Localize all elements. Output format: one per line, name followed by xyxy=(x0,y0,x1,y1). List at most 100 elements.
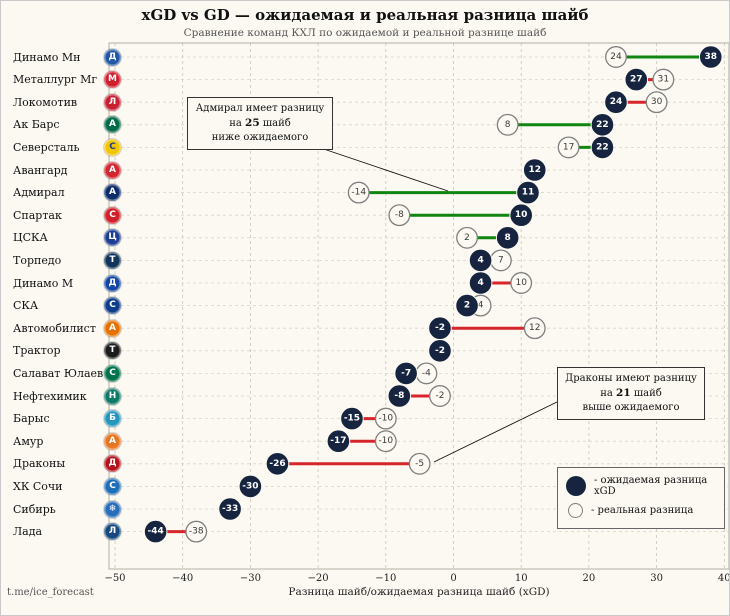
real-gd-value: -4 xyxy=(422,368,431,378)
x-axis-ticks: −50 −40 −30 −20 −10 0 10 20 30 40 xyxy=(104,573,730,584)
expected-xgd-marker xyxy=(143,519,168,544)
chart-subtitle: Сравнение команд КХЛ по ожидаемой и реал… xyxy=(183,27,547,39)
team-series-17: -10 -17 xyxy=(326,429,397,454)
svg-text:0: 0 xyxy=(450,573,456,584)
annotation-admiral-line2-prefix: на xyxy=(229,118,246,129)
team-series-18: -5 -26 xyxy=(265,452,431,476)
expected-xgd-value: 2 xyxy=(464,301,470,311)
expected-xgd-marker xyxy=(265,452,290,476)
expected-xgd-marker xyxy=(698,45,723,69)
expected-xgd-value: 24 xyxy=(610,97,623,107)
legend-expected-label: - ожидаемая разница xGD xyxy=(594,475,708,497)
expected-xgd-value: -26 xyxy=(269,459,285,469)
annotation-admiral-line1: Адмирал имеет разницу xyxy=(195,103,325,114)
expected-xgd-value: -33 xyxy=(222,504,238,514)
real-gd-value: 24 xyxy=(610,52,622,62)
team-series-12: 12 -2 xyxy=(428,316,546,341)
svg-text:40: 40 xyxy=(718,573,730,584)
team-series-1: 31 27 xyxy=(624,67,675,92)
team-series-9: 74 xyxy=(468,248,512,273)
svg-text:−10: −10 xyxy=(375,573,396,584)
annotation-admiral: Адмирал имеет разницу на 25 шайб ниже ож… xyxy=(187,97,333,150)
dumbbells: 24383127302482217221212-1411-81028741044… xyxy=(143,45,723,544)
team-series-14: -4 -7 xyxy=(394,361,438,386)
annotation-dragons: Драконы имеют разницу на 21 шайб выше ож… xyxy=(557,367,705,420)
team-series-3: 8 22 xyxy=(496,113,615,137)
svg-text:10: 10 xyxy=(515,573,528,584)
team-series-0: 24 38 xyxy=(605,45,723,69)
expected-xgd-value: 38 xyxy=(704,52,717,62)
real-gd-value: -8 xyxy=(395,210,404,220)
expected-xgd-marker xyxy=(509,203,534,227)
legend: - ожидаемая разница xGD - реальная разни… xyxy=(557,467,725,529)
real-gd-value: 2 xyxy=(464,233,470,243)
real-marker-icon xyxy=(568,502,583,518)
expected-xgd-value: -2 xyxy=(435,346,445,356)
expected-xgd-value: -30 xyxy=(242,481,258,491)
expected-xgd-marker xyxy=(468,271,493,295)
annotation-admiral-line3: ниже ожидаемого xyxy=(211,132,309,143)
expected-xgd-value: 27 xyxy=(630,75,643,85)
expected-xgd-marker xyxy=(455,293,479,318)
annotation-dragons-line2-prefix: на xyxy=(600,388,617,399)
team-series-6: -14 11 xyxy=(347,180,540,205)
admiral-leader-line xyxy=(302,141,449,192)
real-gd-marker xyxy=(510,272,533,294)
expected-xgd-value: -2 xyxy=(435,323,445,333)
x-axis-label: Разница шайб/ожидаемая разница шайб (xGD… xyxy=(288,586,550,598)
team-series-21: -38 -44 xyxy=(143,519,208,544)
svg-text:20: 20 xyxy=(583,573,596,584)
real-gd-value: 4 xyxy=(478,301,484,311)
real-gd-marker xyxy=(388,204,411,227)
real-gd-value: 31 xyxy=(658,75,669,85)
expected-xgd-value: 12 xyxy=(528,165,541,175)
expected-xgd-value: 10 xyxy=(515,210,528,220)
real-gd-value: 7 xyxy=(498,255,504,265)
expected-xgd-value: -7 xyxy=(401,368,411,378)
team-series-13: -2-2 xyxy=(428,339,452,363)
expected-xgd-marker xyxy=(516,180,540,205)
real-gd-marker xyxy=(645,91,668,114)
expected-xgd-value: 22 xyxy=(596,120,609,130)
real-gd-value: 12 xyxy=(529,323,540,333)
real-gd-marker xyxy=(408,452,431,475)
team-series-10: 10 4 xyxy=(468,271,533,295)
annotation-leader-lines xyxy=(302,141,558,463)
expected-xgd-value: -17 xyxy=(330,436,346,446)
team-series-2: 30 24 xyxy=(604,90,668,114)
team-series-19: -30-30 xyxy=(238,474,263,499)
real-gd-value: -10 xyxy=(378,436,393,446)
svg-text:−40: −40 xyxy=(172,573,193,584)
real-gd-value: -10 xyxy=(378,414,393,424)
expected-xgd-marker xyxy=(522,158,547,182)
expected-xgd-marker xyxy=(604,90,628,114)
real-gd-marker xyxy=(374,430,397,453)
annotation-dragons-line3: выше ожидаемого xyxy=(582,402,680,413)
real-gd-marker xyxy=(347,181,370,204)
svg-text:30: 30 xyxy=(650,573,663,584)
expected-xgd-value: 4 xyxy=(477,278,483,288)
expected-xgd-value: 4 xyxy=(477,255,483,265)
annotation-admiral-value: 25 xyxy=(245,117,260,129)
team-series-20: -33-33 xyxy=(218,497,242,521)
team-series-16: -10 -15 xyxy=(340,406,397,431)
real-gd-value: 8 xyxy=(505,120,511,130)
team-series-4: 17 22 xyxy=(557,135,615,160)
expected-xgd-marker xyxy=(340,406,364,431)
expected-marker-icon xyxy=(566,476,586,496)
real-gd-marker xyxy=(456,226,478,249)
real-gd-marker xyxy=(185,520,208,543)
real-gd-marker xyxy=(523,317,546,340)
expected-xgd-marker xyxy=(590,135,615,160)
expected-xgd-value: -15 xyxy=(344,414,360,424)
real-gd-marker xyxy=(557,136,580,159)
expected-xgd-marker xyxy=(238,474,263,499)
team-series-15: -2 -8 xyxy=(387,384,451,408)
team-series-7: -8 10 xyxy=(388,203,534,227)
team-series-5: 1212 xyxy=(522,158,547,182)
expected-xgd-marker xyxy=(218,497,242,521)
real-gd-marker xyxy=(429,385,451,407)
real-gd-marker xyxy=(374,407,397,430)
